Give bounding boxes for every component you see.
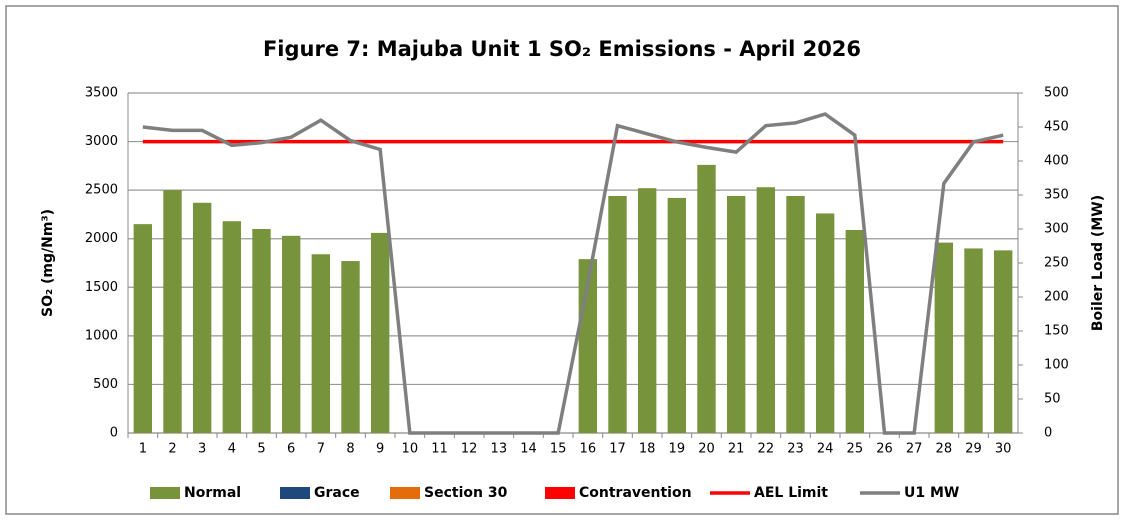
x-tick-label: 30 [995, 442, 1012, 457]
bar [964, 248, 983, 433]
legend-label: AEL Limit [754, 485, 828, 501]
y-tick-label: 2500 [85, 183, 118, 198]
x-tick-label: 20 [698, 442, 715, 457]
bar [252, 229, 271, 433]
x-tick-label: 12 [461, 442, 478, 457]
y2-tick-label: 0 [1044, 426, 1052, 441]
bar [222, 221, 242, 433]
legend-swatch [545, 487, 575, 499]
y-tick-label: 2000 [85, 231, 118, 246]
chart-title: Figure 7: Majuba Unit 1 SO₂ Emissions - … [263, 37, 861, 61]
x-tick-label: 28 [936, 442, 953, 457]
bar [934, 242, 954, 433]
x-tick-label: 13 [491, 442, 508, 457]
chart-frame [5, 5, 1119, 515]
y2-tick-label: 200 [1044, 290, 1069, 305]
x-tick-label: 6 [287, 442, 295, 457]
x-tick-label: 26 [876, 442, 893, 457]
y2-tick-label: 100 [1044, 358, 1069, 373]
bar [281, 235, 301, 433]
x-tick-label: 15 [550, 442, 567, 457]
bar [163, 190, 182, 433]
bar [845, 229, 865, 433]
x-tick-label: 18 [639, 442, 656, 457]
bar [667, 197, 687, 433]
legend-swatch [390, 487, 420, 499]
y2-tick-label: 150 [1044, 324, 1069, 339]
y-tick-label: 0 [110, 426, 118, 441]
bar [726, 195, 746, 433]
y2-tick-label: 450 [1044, 120, 1069, 135]
x-tick-label: 21 [728, 442, 745, 457]
bar [608, 195, 627, 433]
x-tick-label: 29 [965, 442, 982, 457]
x-tick-label: 16 [580, 442, 597, 457]
legend-label: U1 MW [904, 485, 959, 501]
legend-label: Contravention [579, 485, 692, 501]
line-series [142, 112, 1004, 435]
bar [697, 164, 716, 433]
x-tick-label: 9 [376, 442, 384, 457]
bar [311, 254, 331, 433]
x-tick-label: 11 [431, 442, 448, 457]
x-tick-label: 3 [198, 442, 206, 457]
legend-label: Normal [184, 485, 241, 501]
x-tick-label: 1 [139, 442, 147, 457]
x-tick-label: 19 [669, 442, 686, 457]
y-axis-label: SO₂ (mg/Nm³) [40, 209, 56, 317]
x-tick-label: 8 [346, 442, 354, 457]
x-tick-label: 22 [758, 442, 775, 457]
legend-label: Grace [314, 485, 360, 501]
x-tick-label: 4 [228, 442, 236, 457]
y2-tick-label: 500 [1044, 86, 1069, 101]
bar [993, 250, 1013, 433]
bar [815, 213, 835, 433]
y2-tick-label: 250 [1044, 256, 1069, 271]
bar [192, 202, 212, 433]
y2-axis-label: Boiler Load (MW) [1090, 195, 1106, 331]
y2-tick-label: 400 [1044, 154, 1069, 169]
x-tick-label: 14 [520, 442, 537, 457]
y2-tick-label: 50 [1044, 392, 1061, 407]
y-tick-label: 500 [93, 377, 118, 392]
x-tick-label: 17 [609, 442, 626, 457]
y-tick-label: 1500 [85, 280, 118, 295]
x-tick-label: 25 [847, 442, 864, 457]
bar [756, 187, 776, 433]
x-tick-label: 5 [257, 442, 265, 457]
legend-swatch [280, 487, 310, 499]
y-tick-label: 1000 [85, 328, 118, 343]
bar [133, 224, 153, 433]
x-tick-label: 24 [817, 442, 834, 457]
x-tick-label: 2 [168, 442, 176, 457]
y-tick-label: 3500 [85, 86, 118, 101]
x-tick-label: 10 [402, 442, 419, 457]
bar [370, 232, 390, 433]
y2-tick-label: 350 [1044, 188, 1069, 203]
y-tick-label: 3000 [85, 134, 118, 149]
legend-label: Section 30 [424, 485, 508, 501]
x-tick-label: 23 [787, 442, 804, 457]
legend-swatch [150, 487, 180, 499]
bar [786, 195, 805, 433]
bar [341, 261, 360, 433]
x-tick-label: 27 [906, 442, 923, 457]
x-tick-label: 7 [317, 442, 325, 457]
y2-tick-label: 300 [1044, 222, 1069, 237]
bar [637, 188, 657, 433]
